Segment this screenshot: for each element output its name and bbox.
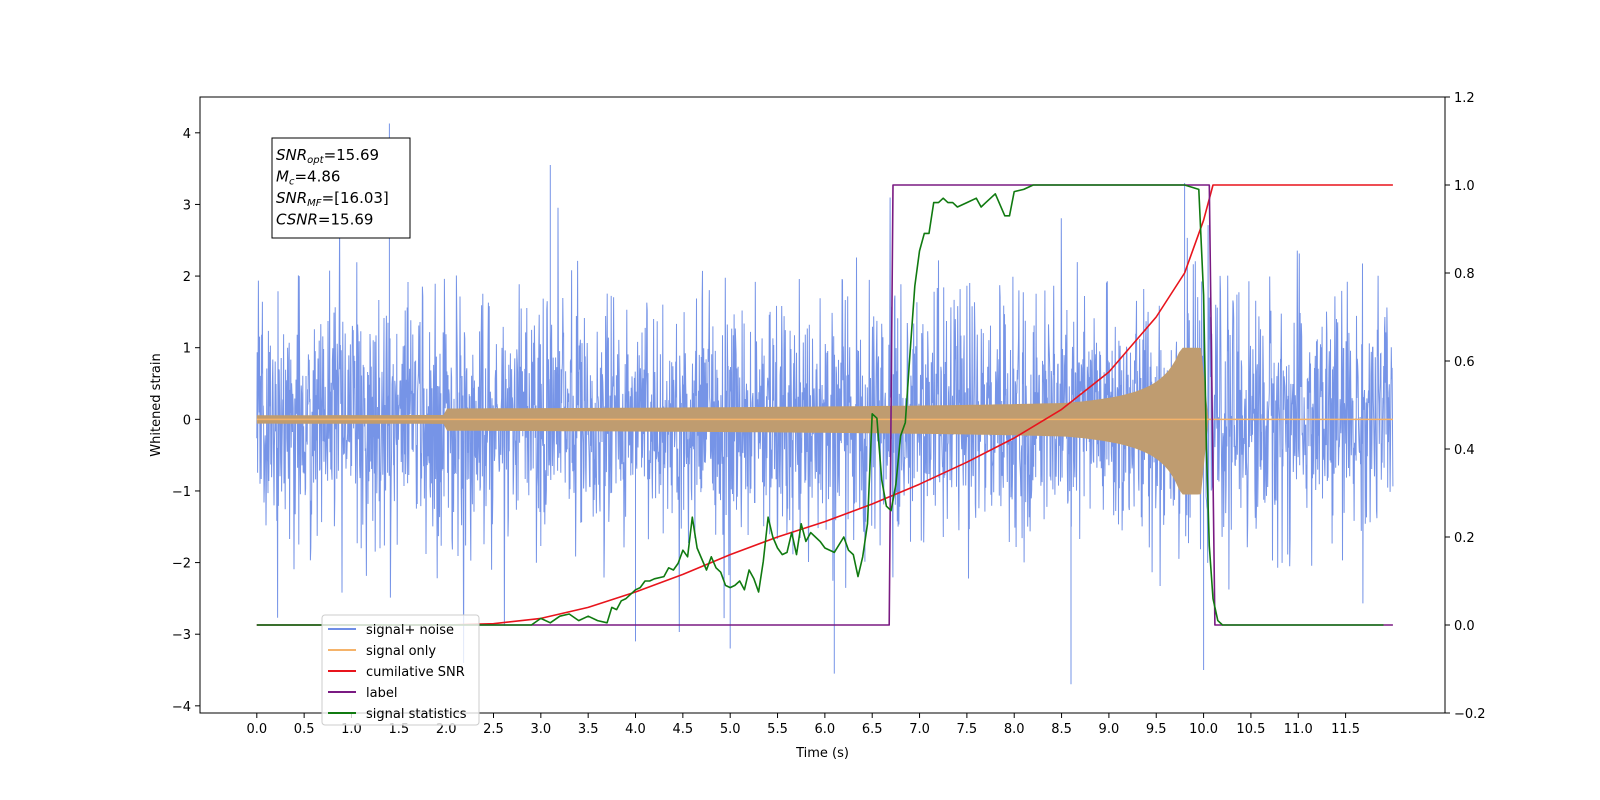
x-tick-label: 0.0 (246, 722, 267, 737)
x-tick-label: 6.0 (815, 722, 836, 737)
y-left-tick-label: −4 (172, 700, 191, 715)
y-left-tick-label: 2 (183, 270, 191, 285)
x-tick-label: 10.5 (1236, 722, 1265, 737)
y-right-tick-label: 0.8 (1454, 267, 1475, 282)
annotation-line: SNRopt=15.69 (276, 146, 379, 166)
y-left-tick-label: 3 (183, 198, 191, 213)
x-tick-label: 9.0 (1099, 722, 1120, 737)
legend-label: label (366, 686, 397, 701)
legend-label: cumilative SNR (366, 665, 465, 680)
x-tick-label: 1.5 (388, 722, 409, 737)
x-tick-label: 11.5 (1331, 722, 1360, 737)
plot-frame (199, 96, 1446, 714)
x-tick-label: 9.5 (1146, 722, 1167, 737)
x-tick-label: 2.0 (436, 722, 457, 737)
y-left-tick-label: −2 (172, 557, 191, 572)
y-left-tick-label: −3 (172, 628, 191, 643)
legend-frame (321, 614, 480, 726)
plot-series (256, 123, 1394, 685)
y-right-tick-label: 0.6 (1454, 355, 1475, 370)
y-left-tick-label: 1 (183, 342, 191, 357)
y-axis-label-left: Whitened strain (149, 353, 164, 456)
x-tick-label: 5.5 (767, 722, 788, 737)
x-tick-label: 10.0 (1189, 722, 1218, 737)
y-right-tick-label: 1.0 (1454, 179, 1475, 194)
legend-label: signal statistics (366, 707, 467, 722)
x-tick-label: 4.0 (625, 722, 646, 737)
y-right-tick-label: 0.0 (1454, 619, 1475, 634)
y-right-tick-label: −0.2 (1454, 707, 1486, 722)
x-tick-label: 8.0 (1004, 722, 1025, 737)
x-tick-label: 2.5 (483, 722, 504, 737)
x-tick-label: 7.0 (909, 722, 930, 737)
x-tick-label: 0.5 (294, 722, 315, 737)
series-signal-only (256, 347, 1209, 495)
y-right-tick-label: 0.4 (1454, 443, 1475, 458)
series-cumilative-snr (256, 184, 1393, 626)
x-tick-label: 1.0 (341, 722, 362, 737)
annotation-line: SNRMF=[16.03] (276, 189, 389, 209)
x-tick-label: 11.0 (1284, 722, 1313, 737)
axes: 0.0 0.5 1.0 1.5 2.0 2.5 3.0 3.5 4.0 4.5 5.0 5.5 6.0 6… (172, 91, 1486, 737)
legend-label: signal only (366, 644, 436, 659)
y-left-tick-label: 4 (183, 127, 191, 142)
legend: signal+ noise signal only cumilative SNR la… (321, 614, 480, 726)
annotation-line: CSNR=15.69 (276, 211, 373, 229)
x-axis-label: Time (s) (795, 746, 849, 761)
series-signal-noise (256, 123, 1394, 685)
x-tick-label: 3.5 (578, 722, 599, 737)
series-signal-statistics (256, 184, 1384, 626)
y-left-tick-label: −1 (172, 485, 191, 500)
x-tick-label: 6.5 (862, 722, 883, 737)
x-tick-label: 3.0 (530, 722, 551, 737)
annotation-line: Mc=4.86 (276, 168, 340, 188)
y-left-tick-label: 0 (183, 413, 191, 428)
x-tick-label: 7.5 (957, 722, 978, 737)
x-tick-label: 5.0 (720, 722, 741, 737)
legend-label: signal+ noise (366, 623, 454, 638)
x-tick-label: 4.5 (673, 722, 694, 737)
annotation-frame (271, 137, 411, 239)
y-right-tick-label: 0.2 (1454, 531, 1475, 546)
y-right-tick-label: 1.2 (1454, 91, 1475, 106)
x-tick-label: 8.5 (1051, 722, 1072, 737)
